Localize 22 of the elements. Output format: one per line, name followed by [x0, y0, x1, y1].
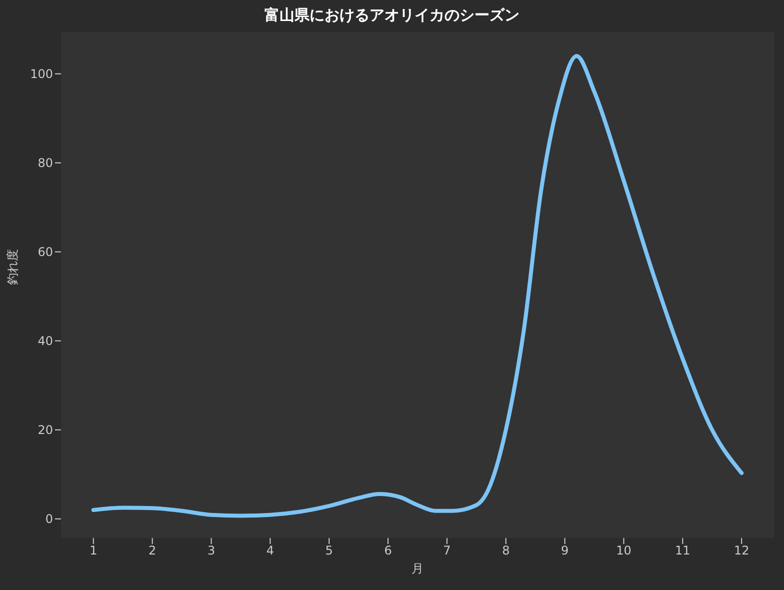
- x-tick-label: 5: [325, 544, 333, 558]
- x-tick-label: 1: [90, 544, 98, 558]
- x-tick-label: 12: [734, 544, 750, 558]
- x-tick-label: 4: [266, 544, 274, 558]
- x-tick-label: 6: [384, 544, 392, 558]
- x-tick-label: 2: [148, 544, 156, 558]
- line-series: [91, 54, 744, 518]
- x-tick-label: 3: [207, 544, 216, 558]
- y-tick-label: 60: [38, 245, 53, 260]
- x-tick-label: 9: [560, 544, 569, 558]
- y-tick-label: 40: [38, 334, 53, 348]
- x-tick-label: 7: [443, 544, 451, 558]
- y-tick-label: 20: [38, 423, 53, 438]
- x-tick-label: 8: [502, 544, 510, 558]
- y-axis-title: 釣れ度: [5, 249, 20, 285]
- chart-title: 富山県におけるアオリイカのシーズン: [264, 6, 520, 25]
- x-tick-label: 10: [616, 544, 632, 558]
- x-axis-title: 月: [412, 562, 424, 576]
- x-tick-label: 11: [675, 544, 690, 558]
- y-tick-label: 80: [38, 156, 53, 170]
- y-tick-label: 0: [45, 512, 53, 526]
- y-tick-label: 100: [30, 67, 53, 82]
